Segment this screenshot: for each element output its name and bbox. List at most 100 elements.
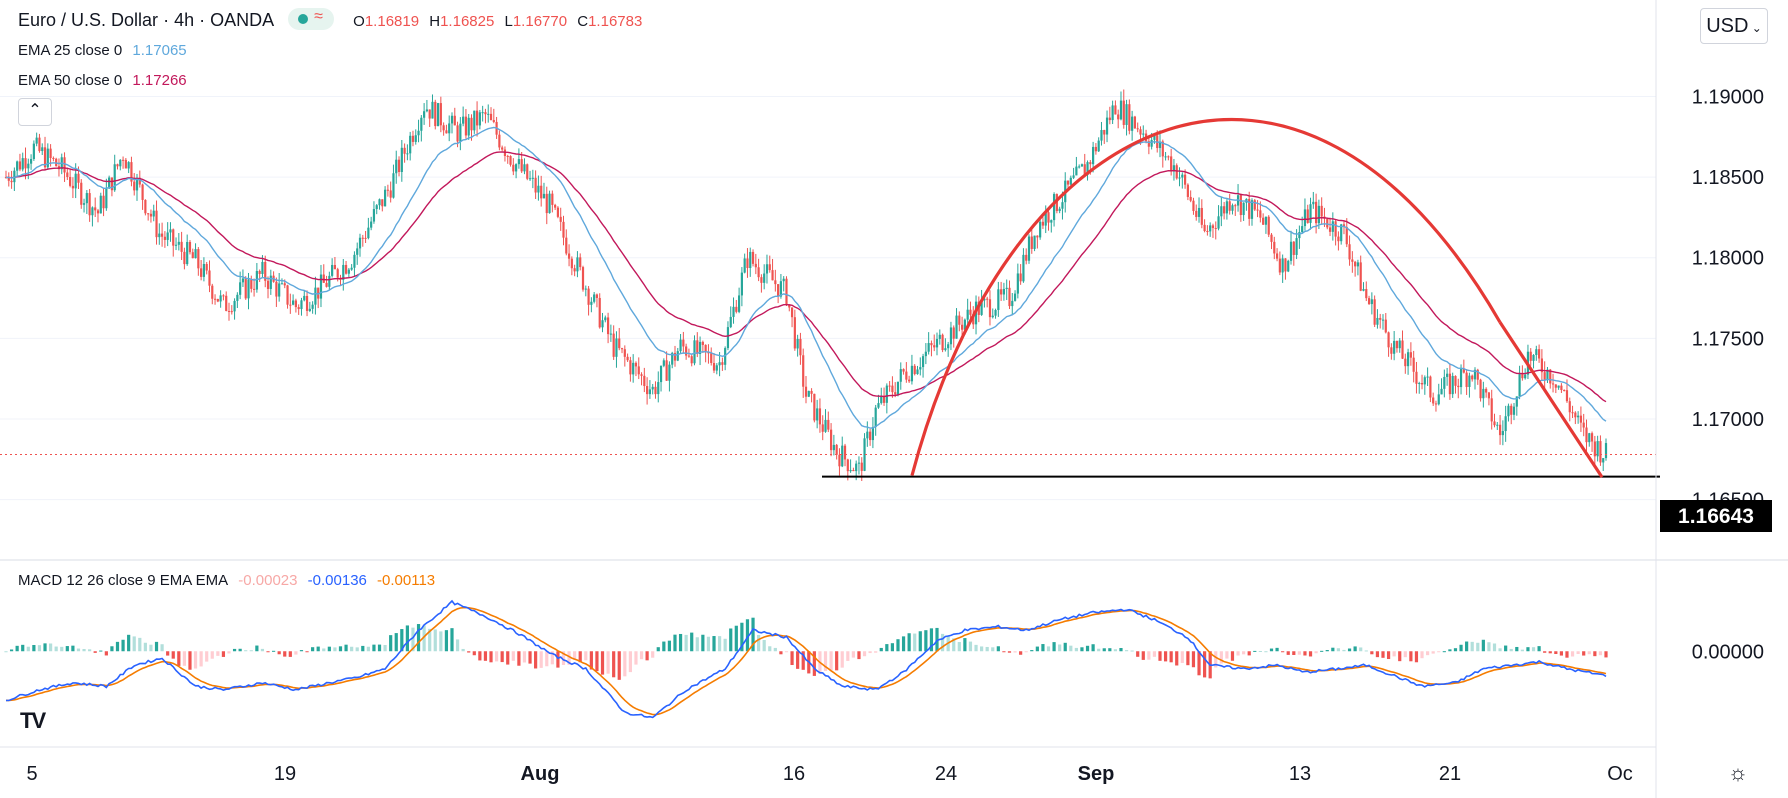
macd-histogram-bar: [1152, 651, 1157, 657]
candle-body: [1563, 390, 1566, 392]
market-status-badge[interactable]: ≈: [288, 8, 335, 31]
candle-body: [1197, 207, 1201, 217]
candle-body: [526, 164, 529, 179]
macd-histogram-bar: [1074, 647, 1078, 652]
candle-body: [149, 213, 153, 217]
candle-body: [821, 424, 824, 432]
candle-body: [85, 193, 88, 204]
candle-body: [1549, 369, 1552, 384]
macd-histogram-bar: [573, 651, 577, 660]
candle-body: [448, 123, 451, 134]
macd-histogram-bar: [193, 651, 198, 669]
candle-body: [1599, 441, 1602, 463]
candle-body: [1518, 373, 1521, 397]
macd-histogram-bar: [651, 651, 655, 658]
candle-body: [1507, 405, 1510, 417]
macd-histogram-bar: [1203, 651, 1207, 678]
macd-histogram-bar: [1403, 651, 1407, 658]
candle-body: [1083, 164, 1086, 175]
ema25-legend[interactable]: EMA 25 close 0 1.17065: [18, 42, 193, 59]
macd-histogram-bar: [1342, 649, 1346, 652]
candle-body: [124, 159, 127, 169]
macd-histogram-bar: [929, 628, 934, 652]
candle-body: [1588, 433, 1591, 443]
candle-body: [244, 278, 247, 299]
candle-body: [871, 427, 874, 441]
macd-histogram-bar: [1598, 651, 1603, 656]
ohlc-values: O1.16819 H1.16825 L1.16770 C1.16783: [353, 13, 648, 30]
candle-body: [1429, 376, 1432, 398]
ema25-value: 1.17065: [132, 42, 187, 59]
candle-body: [475, 110, 479, 126]
macd-histogram-bar: [305, 651, 309, 653]
macd-histogram-bar: [1331, 647, 1335, 652]
candle-body: [1395, 340, 1399, 349]
macd-histogram-bar: [21, 644, 25, 652]
candle-body: [673, 352, 677, 361]
macd-histogram-bar: [985, 646, 989, 652]
candle-body: [576, 257, 579, 272]
macd-legend[interactable]: MACD 12 26 close 9 EMA EMA -0.00023 -0.0…: [18, 572, 441, 589]
macd-histogram-bar: [751, 617, 755, 652]
candle-body: [1000, 289, 1003, 295]
candle-body: [777, 284, 780, 297]
candle-body: [372, 209, 376, 222]
macd-histogram-bar: [327, 646, 331, 652]
candle-body: [1529, 351, 1532, 361]
macd-histogram-bar: [1470, 641, 1474, 652]
candle-body: [1345, 226, 1348, 245]
candle-body: [888, 385, 891, 387]
candle-body: [718, 362, 721, 366]
macd-histogram-bar: [1431, 651, 1435, 654]
collapse-legend-button[interactable]: ⌃: [18, 98, 52, 126]
macd-histogram-bar: [238, 648, 242, 652]
candle-body: [1209, 225, 1212, 232]
macd-histogram-bar: [472, 651, 476, 656]
candle-body: [1033, 235, 1036, 249]
macd-histogram-bar: [1570, 651, 1575, 657]
candle-body: [882, 396, 886, 403]
candle-body: [183, 251, 186, 265]
candle-body: [548, 193, 551, 214]
tradingview-logo[interactable]: TV: [20, 708, 46, 733]
macd-histogram-bar: [790, 651, 794, 666]
candle-body: [99, 195, 102, 214]
candle-body: [1002, 288, 1006, 295]
macd-histogram-bar: [1320, 650, 1324, 652]
candle-body: [634, 362, 638, 367]
macd-line: [5, 599, 1607, 719]
candle-body: [336, 269, 339, 278]
candle-body: [921, 356, 925, 368]
candle-body: [1289, 241, 1293, 261]
candle-body: [1139, 129, 1142, 135]
candle-body: [1025, 254, 1028, 261]
candle-body: [16, 161, 19, 171]
macd-histogram-bar: [478, 651, 482, 661]
candle-body: [1189, 196, 1192, 201]
candle-body: [436, 103, 440, 127]
candle-body: [102, 195, 105, 209]
candle-body: [255, 270, 258, 290]
macd-histogram-bar: [935, 627, 939, 652]
currency-button[interactable]: USD ⌄: [1700, 8, 1768, 44]
candle-body: [353, 254, 356, 268]
candle-body: [880, 396, 883, 404]
settings-icon[interactable]: ☼: [1727, 760, 1748, 785]
candle-body: [908, 379, 911, 382]
macd-histogram-bar: [539, 651, 543, 668]
ema50-legend[interactable]: EMA 50 close 0 1.17266: [18, 72, 193, 89]
symbol-legend[interactable]: Euro / U.S. Dollar · 4h · OANDA ≈ O1.168…: [18, 8, 648, 32]
candle-body: [537, 185, 540, 193]
macd-histogram-bar: [350, 646, 354, 652]
macd-histogram-bar: [723, 638, 727, 652]
high-label: H: [429, 13, 441, 30]
candle-body: [498, 134, 501, 148]
candle-body: [1158, 141, 1162, 149]
candle-body: [1041, 221, 1045, 226]
candle-body: [1543, 372, 1546, 380]
macd-histogram-bar: [1543, 651, 1547, 653]
candle-body: [1409, 352, 1412, 358]
candle-body: [1440, 388, 1443, 395]
candle-body: [1379, 317, 1382, 320]
